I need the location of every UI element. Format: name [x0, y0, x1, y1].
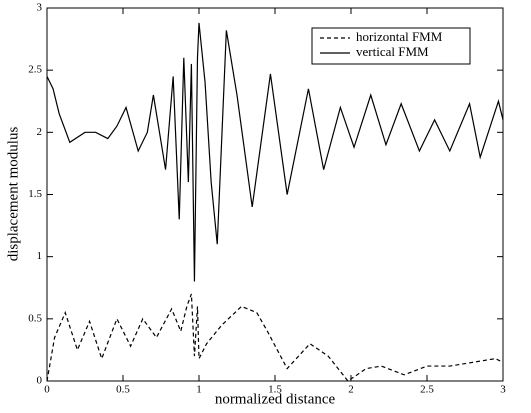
legend-label: horizontal FMM: [356, 29, 443, 44]
x-tick-label: 0: [44, 384, 50, 396]
x-tick-label: 2.5: [420, 384, 434, 396]
x-axis-label: normalized distance: [215, 391, 336, 407]
x-tick-label: 2: [348, 384, 354, 396]
y-tick-label: 0: [37, 375, 43, 387]
y-tick-label: 1: [37, 250, 43, 262]
y-tick-label: 1.5: [28, 188, 42, 200]
x-tick-label: 1: [196, 384, 202, 396]
y-tick-label: 3: [37, 2, 43, 14]
y-tick-label: 2.5: [28, 64, 42, 76]
series-line: [46, 293, 504, 382]
y-tick-label: 2: [37, 126, 43, 138]
legend-box: [311, 27, 471, 65]
x-tick-label: 1.5: [268, 384, 282, 396]
y-tick-label: 0.5: [28, 312, 42, 324]
series-line: [46, 22, 504, 282]
y-axis-label: displacement modulus: [5, 127, 21, 262]
x-tick-label: 3: [500, 384, 506, 396]
x-tick-label: 0.5: [116, 384, 130, 396]
legend-label: vertical FMM: [356, 44, 429, 59]
